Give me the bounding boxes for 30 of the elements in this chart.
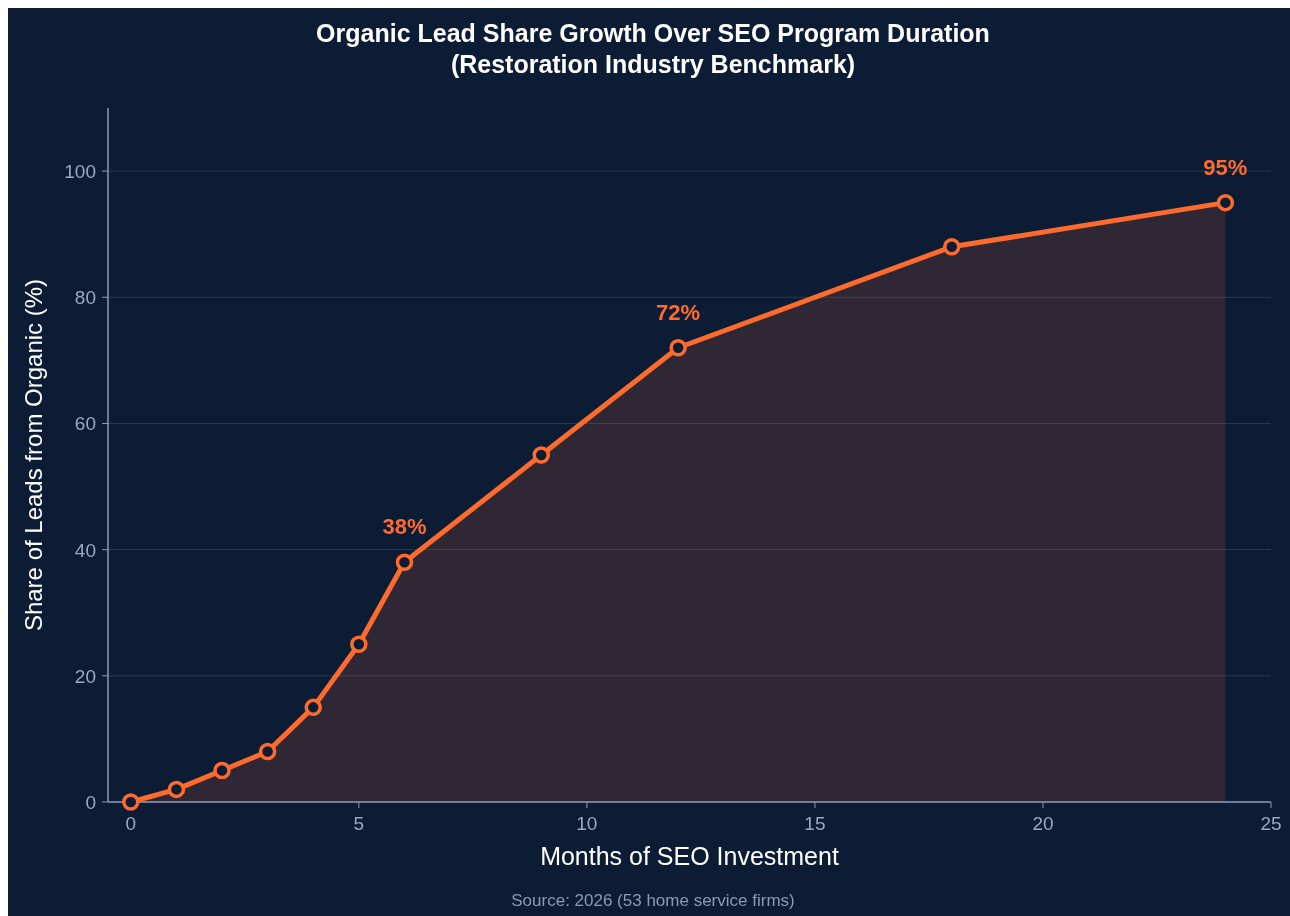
point xyxy=(350,635,368,654)
x-tick-label: 0 xyxy=(125,813,137,834)
point xyxy=(532,446,551,464)
point xyxy=(395,553,414,572)
y-tick-label: 60 xyxy=(74,413,96,435)
x-tick-label: 20 xyxy=(1032,813,1054,834)
y-tick-label: 0 xyxy=(85,792,96,813)
point xyxy=(213,761,231,780)
x-axis-title: Months of SEO Investment xyxy=(540,842,839,870)
y-tick-label: 20 xyxy=(74,665,96,687)
point xyxy=(167,780,186,799)
x-tick-label: 25 xyxy=(1260,813,1282,834)
point xyxy=(122,793,140,811)
data-label: 95% xyxy=(1203,154,1248,180)
point xyxy=(304,698,322,717)
point xyxy=(1216,193,1235,212)
point xyxy=(258,742,277,761)
source-note: Source: 2026 (53 home service firms) xyxy=(511,891,795,910)
x-tick-label: 15 xyxy=(804,813,826,834)
y-tick-label: 100 xyxy=(64,161,96,183)
x-tick-label: 10 xyxy=(576,813,598,834)
data-label: 38% xyxy=(382,514,427,540)
y-tick-label: 40 xyxy=(74,539,96,561)
point xyxy=(943,238,961,256)
chart-title: Organic Lead Share Growth Over SEO Program Duration (Restoration Industry Benchmark) xyxy=(316,19,990,78)
y-axis-title: Share of Leads from Organic (%) xyxy=(20,278,47,632)
y-tick-label: 80 xyxy=(74,287,96,309)
x-tick-label: 5 xyxy=(353,813,365,834)
point xyxy=(669,339,687,357)
data-label: 72% xyxy=(656,299,701,325)
